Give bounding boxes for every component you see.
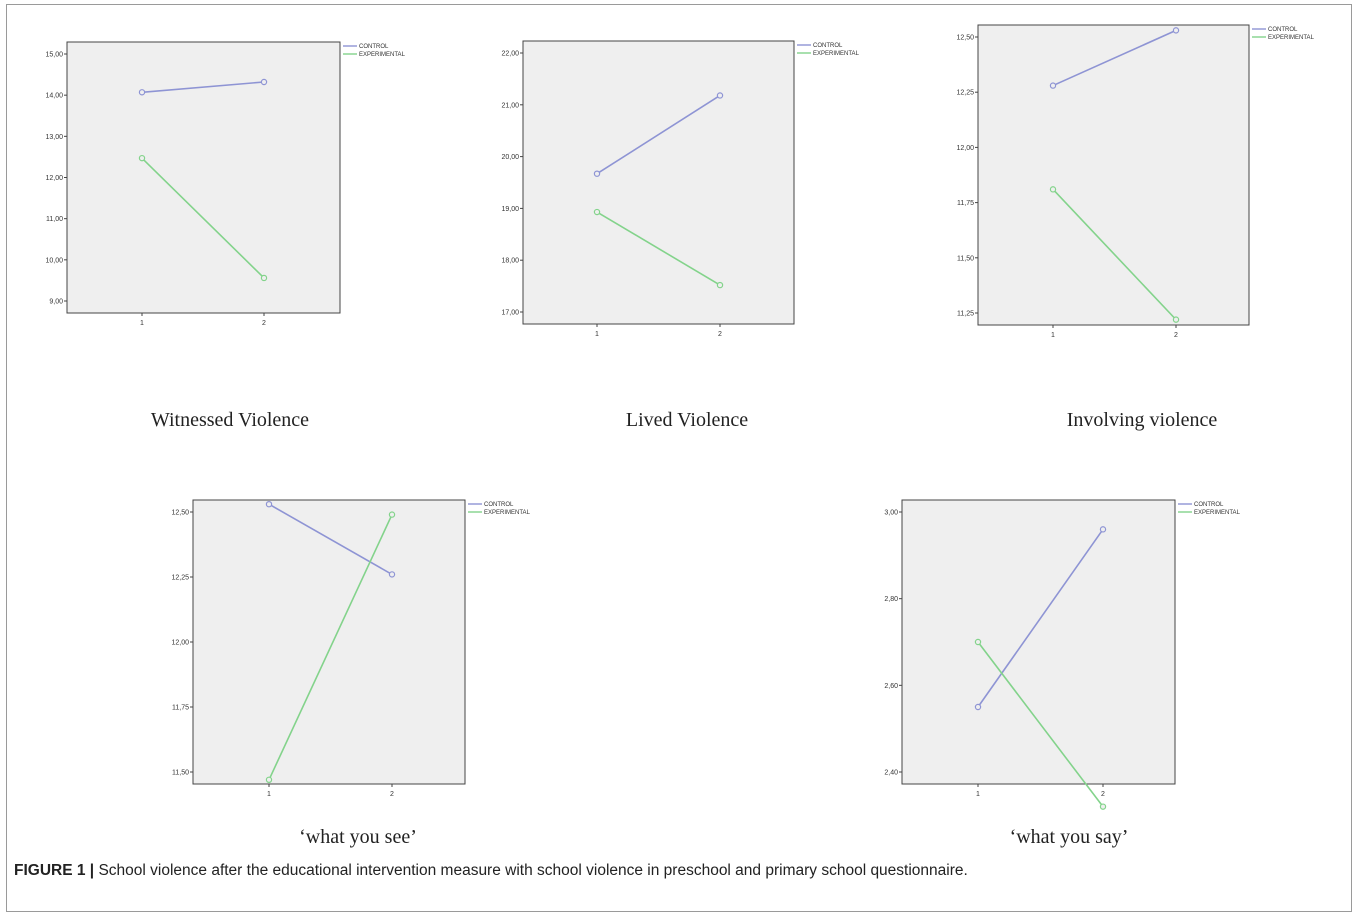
plot-area [522,40,795,325]
legend-label-experimental: EXPERIMENTAL [1194,510,1241,516]
y-tick-label: 2,40 [884,770,898,777]
y-tick-label: 2,60 [884,683,898,690]
series-line-control [268,503,393,576]
chart-panel-5: 2,40 2,60 2,80 3,00 1 2 CONTROL EXPERIMENTAL ‘wh… [884,499,1241,848]
panel-title: ‘what you say’ [1010,826,1129,848]
data-point-control [1049,82,1057,89]
data-point-control [1099,526,1107,533]
x-tick-label: 2 [390,791,394,798]
caption-label: FIGURE 1 | [14,862,95,879]
legend-label-control: CONTROL [813,43,843,49]
y-tick-label: 3,00 [884,510,898,517]
legend-label-control: CONTROL [1268,27,1298,33]
y-tick-label: 15,00 [45,52,63,59]
chart-panel-3: 11,25 11,50 11,75 12,00 12,25 12,50 1 2 CONTROL E… [956,24,1315,431]
y-tick-label: 21,00 [501,102,519,109]
x-tick-label: 2 [718,331,722,338]
y-tick-label: 13,00 [45,134,63,141]
data-point-experimental [265,776,273,784]
data-point-experimental [1172,316,1180,323]
data-point-experimental [1099,803,1107,810]
series-line-control [596,94,721,175]
y-tick-label: 11,25 [957,311,974,318]
y-tick-label: 9,00 [49,299,63,306]
data-point-control [138,89,146,96]
x-tick-label: 1 [1051,332,1055,339]
data-point-experimental [974,638,982,646]
x-tick-label: 1 [595,331,599,338]
x-tick-label: 2 [262,320,266,327]
legend-label-control: CONTROL [359,44,389,50]
y-tick-label: 19,00 [501,206,519,213]
y-tick-label: 12,25 [171,575,189,582]
legend-label-experimental: EXPERIMENTAL [359,52,406,58]
x-tick-label: 2 [1101,791,1105,798]
x-tick-label: 1 [267,791,271,798]
data-point-experimental [716,281,724,289]
y-tick-label: 11,50 [957,255,974,262]
series-line-control [141,81,265,94]
y-tick-label: 12,50 [956,35,974,42]
data-point-experimental [1049,186,1057,193]
data-point-control [1172,27,1180,34]
data-point-control [716,92,724,99]
figure-frame [6,4,1352,912]
legend-label-experimental: EXPERIMENTAL [484,510,531,516]
legend-label-experimental: EXPERIMENTAL [813,51,860,57]
panel-title: Witnessed Violence [151,409,309,431]
x-tick-label: 1 [140,320,144,327]
data-point-experimental [138,154,146,162]
data-point-control [260,78,268,86]
series-line-experimental [268,514,393,781]
chart-panel-1: 9,00 10,00 11,00 12,00 13,00 14,00 15,00 1 2 CONT… [45,41,406,431]
chart-panel-2: 17,00 18,00 19,00 20,00 21,00 22,00 1 2 CONTROL E… [501,40,860,431]
y-tick-label: 22,00 [501,51,519,58]
legend-label-experimental: EXPERIMENTAL [1268,35,1315,41]
x-tick-label: 2 [1174,332,1178,339]
data-point-control [593,170,601,177]
data-point-experimental [388,511,396,518]
panel-title: Lived Violence [626,409,748,431]
legend-label-control: CONTROL [484,502,514,508]
x-tick-label: 1 [976,791,980,798]
data-point-experimental [593,208,601,216]
data-point-experimental [260,274,268,282]
y-tick-label: 2,80 [884,596,898,603]
figure-caption: FIGURE 1 | School violence after the edu… [14,862,968,880]
data-point-control [265,501,273,508]
y-tick-label: 11,50 [172,770,189,777]
series-line-experimental [1052,188,1177,321]
panel-title: Involving violence [1067,409,1218,431]
y-tick-label: 17,00 [501,310,519,317]
data-point-control [974,703,982,711]
data-point-control [388,571,396,578]
y-tick-label: 12,25 [956,90,974,97]
y-tick-label: 11,75 [172,705,189,712]
y-tick-label: 12,50 [171,510,189,517]
series-line-experimental [977,641,1104,808]
y-tick-label: 11,00 [46,216,63,223]
plot-area [192,499,466,785]
plot-area [901,499,1176,785]
y-tick-label: 12,00 [956,145,974,152]
y-tick-label: 12,00 [45,175,63,182]
caption-text: School violence after the educational in… [98,862,968,879]
legend-label-control: CONTROL [1194,502,1224,508]
y-tick-label: 12,00 [171,640,189,647]
series-line-control [1052,29,1177,87]
series-line-experimental [141,157,265,279]
chart-panel-4: 11,50 11,75 12,00 12,25 12,50 1 2 CONTROL EXPERI… [171,499,531,848]
plot-area [66,41,341,314]
series-line-control [977,528,1104,708]
y-tick-label: 14,00 [45,93,63,100]
y-tick-label: 11,75 [957,200,974,207]
series-line-experimental [596,211,721,286]
y-tick-label: 10,00 [45,257,63,264]
plot-area [977,24,1250,326]
panel-title: ‘what you see’ [299,826,417,848]
y-tick-label: 18,00 [501,258,519,265]
y-tick-label: 20,00 [501,154,519,161]
